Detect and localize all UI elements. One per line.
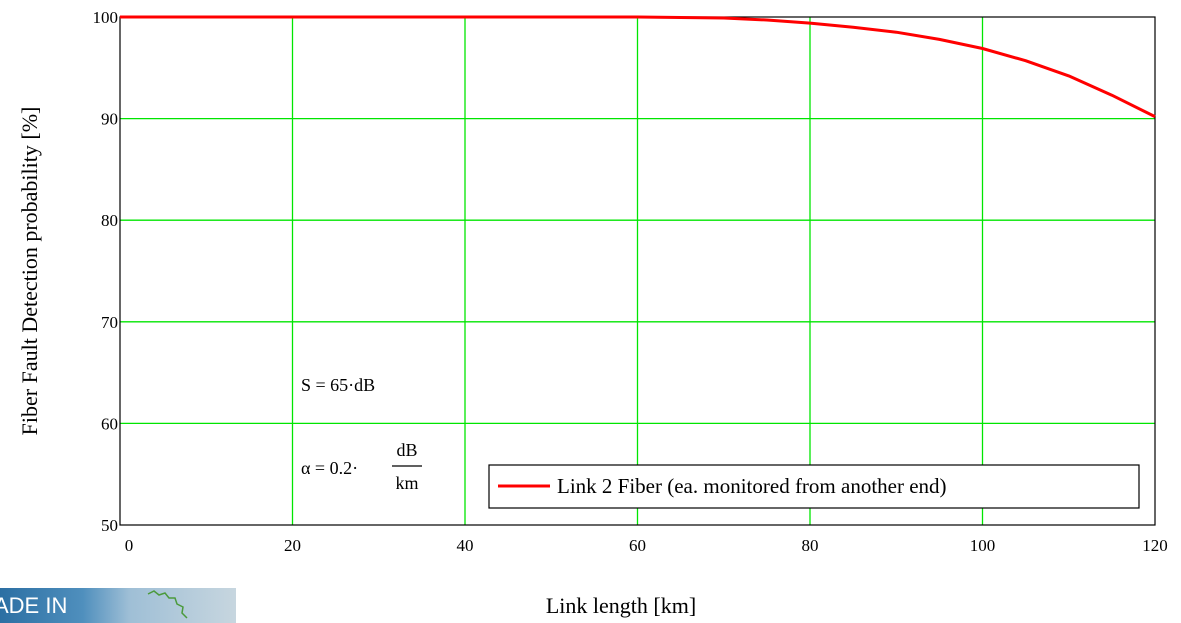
- legend: Link 2 Fiber (ea. monitored from another…: [488, 464, 1140, 509]
- annotation-attenuation: α = 0.2· dB km: [301, 440, 422, 493]
- attenuation-numerator: dB: [396, 440, 417, 460]
- legend-label: Link 2 Fiber (ea. monitored from another…: [557, 474, 947, 498]
- x-tick-label: 100: [970, 536, 996, 555]
- x-tick-label: 20: [284, 536, 301, 555]
- x-tick-label: 80: [802, 536, 819, 555]
- series-group: [120, 15, 1156, 118]
- x-tick-label: 40: [457, 536, 474, 555]
- made-in-badge: ADE IN: [0, 588, 236, 623]
- grid-lines: [120, 17, 1155, 525]
- y-tick-label: 50: [101, 516, 118, 535]
- tick-labels: 0 20 40 60 80 100 120 50 60 70 80 90 100: [93, 8, 1168, 555]
- x-axis-title: Link length [km]: [546, 593, 696, 618]
- y-axis-title: Fiber Fault Detection probability [%]: [17, 107, 42, 436]
- annotation-sensitivity: S = 65·dB: [301, 375, 375, 395]
- y-tick-label: 70: [101, 313, 118, 332]
- x-tick-label: 60: [629, 536, 646, 555]
- y-tick-label: 80: [101, 211, 118, 230]
- y-tick-label: 100: [93, 8, 119, 27]
- gear-outline-icon: [147, 590, 188, 619]
- series-line: [120, 15, 1156, 118]
- x-tick-label: 120: [1142, 536, 1168, 555]
- y-tick-label: 90: [101, 110, 118, 129]
- legend-box: [488, 464, 1140, 509]
- y-tick-label: 60: [101, 414, 118, 433]
- attenuation-prefix: α = 0.2·: [301, 458, 358, 478]
- attenuation-denominator: km: [395, 473, 418, 493]
- badge-text: ADE IN: [0, 593, 68, 618]
- x-tick-label: 0: [125, 536, 134, 555]
